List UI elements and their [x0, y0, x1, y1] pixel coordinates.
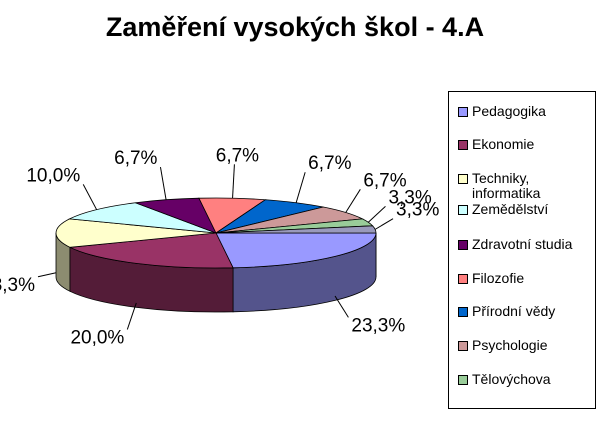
pie-slice-3 [68, 202, 217, 234]
legend-label: Pedagogika [472, 103, 546, 119]
leader-line-1 [126, 302, 137, 330]
legend-swatch [458, 274, 468, 284]
leader-line-7 [345, 189, 361, 213]
legend-swatch [458, 375, 468, 385]
data-label-9: 3,3% [396, 200, 439, 221]
data-label-3: 10,0% [26, 165, 80, 186]
data-label-2: 13,3% [0, 275, 35, 296]
leader-line-3 [82, 184, 98, 210]
legend-label: Zdravotní studia [472, 236, 573, 252]
pie-slice-0 [215, 232, 377, 269]
legend-swatch [458, 140, 468, 150]
data-label-8: 3,3% [388, 187, 431, 208]
legend-swatch [458, 174, 468, 184]
legend-label: Filozofie [472, 270, 525, 286]
legend-swatch [458, 240, 468, 250]
data-label-1: 20,0% [70, 327, 124, 348]
legend-label: Zemědělství [472, 201, 549, 217]
legend-label: Tělovýchova [472, 371, 551, 387]
pie-slice-9 [215, 225, 377, 234]
leader-line-2 [37, 272, 57, 278]
data-label-4: 6,7% [114, 148, 157, 169]
legend-swatch [458, 107, 468, 117]
legend-swatch [458, 307, 468, 317]
data-label-6: 6,7% [308, 153, 351, 174]
leader-line-0 [334, 295, 349, 318]
data-label-0: 23,3% [351, 315, 405, 336]
leader-line-9 [374, 218, 394, 230]
leader-line-8 [367, 205, 386, 223]
legend-label: Psychologie [472, 337, 548, 353]
pie-slice-1 [68, 232, 234, 269]
data-label-5: 6,7% [216, 145, 259, 166]
leader-line-4 [159, 166, 167, 200]
pie-slice-2 [55, 218, 217, 248]
chart-title: Zaměření vysokých škol - 4.A [105, 12, 485, 42]
leader-line-5 [232, 164, 235, 199]
legend-label: Přírodní vědy [472, 303, 556, 319]
data-label-7: 6,7% [363, 170, 406, 191]
legend-swatch [458, 341, 468, 351]
legend: Pedagogika Ekonomie Techniky, informatika Z… [448, 91, 596, 409]
leader-line-6 [295, 172, 306, 203]
legend-label: Techniky, informatika [472, 170, 541, 201]
legend-swatch [458, 205, 468, 215]
legend-label: Ekonomie [472, 136, 535, 152]
